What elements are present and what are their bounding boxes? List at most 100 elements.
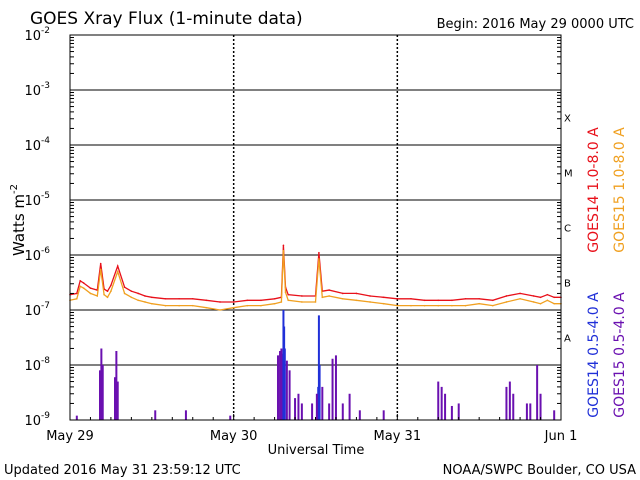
data-point [99,262,102,265]
flare-class-label: B [564,279,571,290]
data-point [89,287,92,289]
data-point [178,304,180,307]
data-point [532,301,535,303]
data-point [205,299,208,302]
data-point [280,301,283,303]
data-point [410,297,412,300]
data-point [282,244,285,247]
data-point [382,296,385,299]
data-point [123,286,126,288]
x-tick-label: Jun 1 [544,429,578,444]
data-point [191,304,194,307]
legend: GOES14 1.0-8.0 A GOES15 1.0-8.0 A GOES14 0… [586,127,628,418]
data-point [130,290,133,292]
data-point [246,299,249,302]
data-point [539,296,542,299]
data-point [328,295,330,297]
data-point [318,258,320,260]
data-point [464,297,467,300]
series-1 [69,249,562,311]
series-3 [75,348,556,420]
data-point [553,296,555,299]
y-tick-label: 10-7 [24,301,50,319]
data-point [553,302,555,305]
flare-class-labels: X M C B A [564,114,573,345]
data-point [137,299,139,302]
data-point [273,302,276,305]
data-point [532,295,535,297]
flare-class-label: C [564,224,571,235]
data-point [437,304,440,307]
data-point [164,304,167,307]
data-point [505,301,508,303]
data-point [191,297,194,300]
data-point [451,299,453,302]
data-point [96,295,99,297]
data-point [328,289,330,291]
grid [70,35,561,420]
data-point [151,296,153,299]
data-point [546,299,549,302]
data-point [282,249,285,252]
data-point [116,265,119,267]
data-point [505,295,508,297]
data-point [539,302,542,305]
data-point [519,297,521,300]
data-point [130,296,133,299]
y-axis-label: Watts m-2 [9,184,28,256]
data-point [79,285,82,288]
plot-frame [69,34,562,421]
data-point [478,297,480,300]
y-tick-label: 10-5 [24,191,50,209]
data-point [318,251,320,254]
data-point [284,291,287,294]
x-tick-label: May 31 [374,429,422,444]
series-line [69,245,561,303]
data-point [76,292,78,295]
legend-entry: GOES15 0.5-4.0 A [612,292,628,418]
data-point [451,304,453,307]
y-tick-label: 10-6 [24,246,50,264]
data-point [546,293,549,296]
series-line [69,250,561,311]
data-point [464,304,467,307]
data-point [164,297,167,300]
data-point [341,292,344,295]
data-point [110,284,112,287]
data-point [116,270,119,273]
flare-class-label: A [564,334,571,345]
chart-title: GOES Xray Flux (1-minute data) [30,9,303,29]
data-point [341,297,344,300]
series-2 [281,310,321,420]
data-point [260,299,262,302]
data-point [396,304,399,307]
data-point [301,301,303,303]
data-point [246,304,249,307]
data-point [219,309,221,311]
data-point [519,292,521,295]
data-point [314,301,317,303]
flare-class-label: X [564,114,571,125]
data-point [273,297,276,300]
data-point [123,292,126,295]
data-point [396,297,399,300]
y-tick-label: 10-2 [24,26,50,44]
data-point [106,290,109,292]
plot-data [69,244,562,420]
data-point [82,282,85,284]
legend-entry: GOES15 1.0-8.0 A [612,127,628,253]
footer-credit: NOAA/SWPC Boulder, CO USA [443,463,636,478]
data-point [287,293,290,296]
data-point [82,287,85,289]
data-point [106,296,109,299]
data-point [369,301,371,303]
data-point [478,302,480,305]
data-point [110,290,112,292]
footer-updated: Updated 2016 May 31 23:59:12 UTC [4,463,241,478]
data-point [355,292,358,295]
legend-entry: GOES14 1.0-8.0 A [586,127,602,253]
data-point [178,297,180,300]
data-point [355,299,358,302]
y-tick-label: 10-4 [24,136,50,154]
data-point [382,302,385,305]
